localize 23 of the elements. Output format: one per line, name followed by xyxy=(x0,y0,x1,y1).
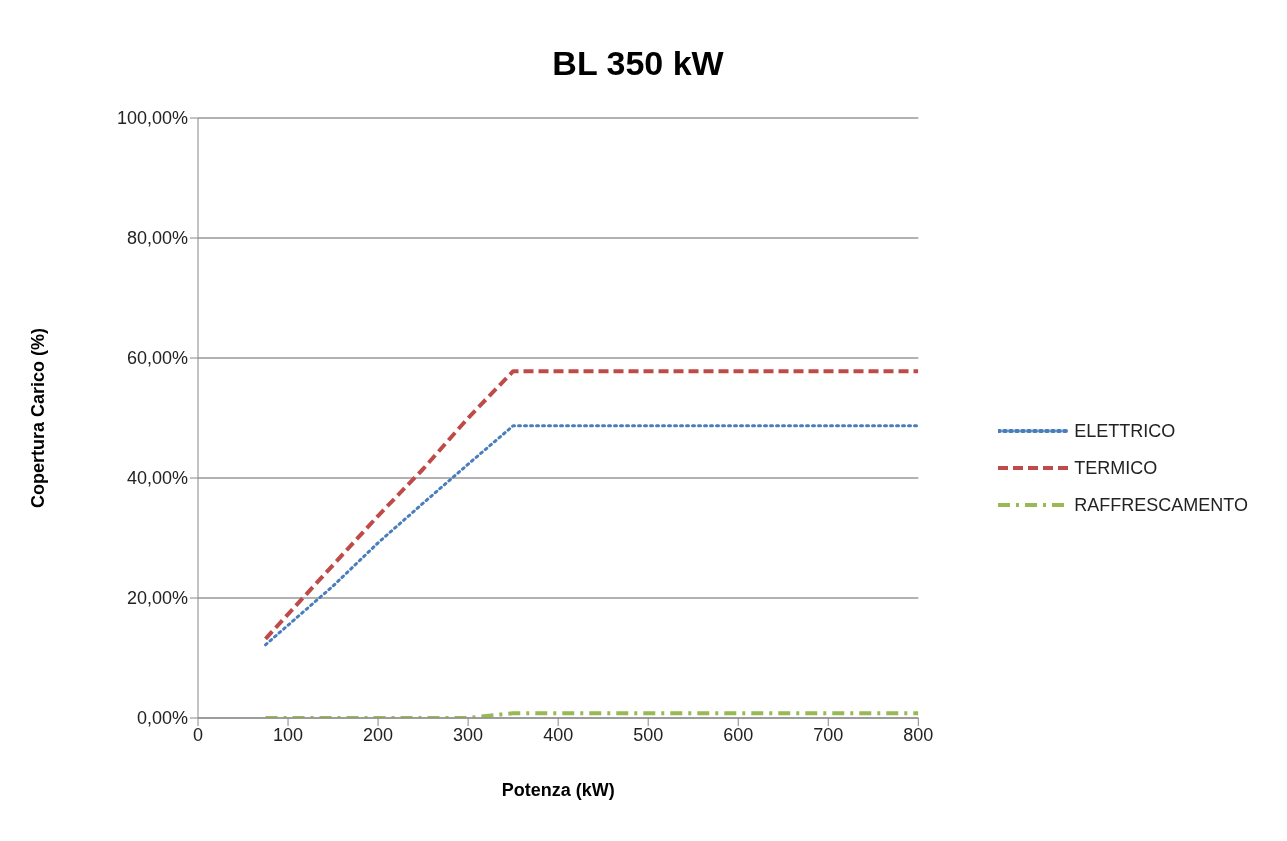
x-tick-label: 400 xyxy=(543,724,574,745)
x-tick-label: 800 xyxy=(903,724,934,745)
x-tick-label: 300 xyxy=(453,724,484,745)
legend-label: RAFFRESCAMENTO xyxy=(1074,494,1248,516)
x-tick-label: 0 xyxy=(192,724,204,745)
x-tick-label: 500 xyxy=(633,724,664,745)
y-axis-title: Copertura Carico (%) xyxy=(28,327,49,509)
chart-title: BL 350 kW xyxy=(551,43,725,84)
y-tick-label: 80,00% xyxy=(126,228,188,249)
y-tick-label: 20,00% xyxy=(126,588,188,609)
y-tick-label: 0,00% xyxy=(136,708,188,729)
x-tick-label: 600 xyxy=(723,724,754,745)
x-tick-label: 700 xyxy=(813,724,844,745)
line-series xyxy=(263,369,919,641)
legend-label: ELETTRICO xyxy=(1074,420,1176,442)
x-tick-label: 200 xyxy=(363,724,394,745)
y-tick-label: 100,00% xyxy=(116,108,188,129)
y-tick-label: 60,00% xyxy=(126,348,188,369)
y-tick-label: 40,00% xyxy=(126,468,188,489)
line-series xyxy=(264,424,919,647)
legend-label: TERMICO xyxy=(1074,457,1158,479)
x-tick-label: 100 xyxy=(273,724,304,745)
x-axis-title: Potenza (kW) xyxy=(501,780,615,800)
